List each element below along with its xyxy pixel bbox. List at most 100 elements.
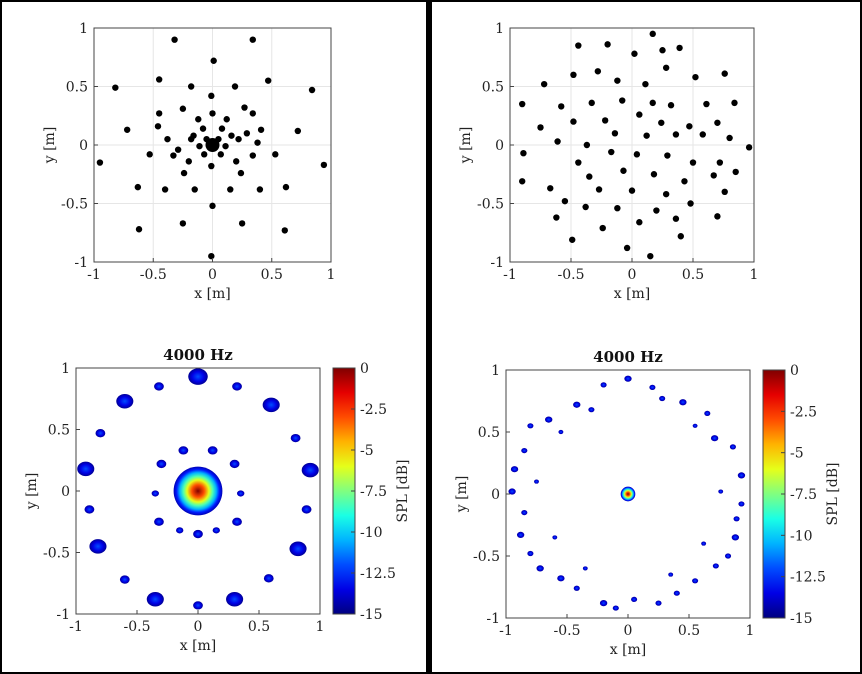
data-point-1-25	[636, 111, 643, 118]
data-point-1-27	[686, 123, 693, 130]
x-axis-label-0: x [m]	[194, 286, 231, 302]
spl-blob-2-2	[154, 382, 164, 391]
data-point-1-21	[731, 99, 738, 107]
spl-blob-3-25	[712, 563, 719, 569]
spl-blob-2-26	[232, 517, 242, 526]
x-tick-label-0-3: 0.5	[261, 267, 283, 283]
data-point-0-40	[233, 158, 240, 165]
data-point-0-0	[205, 138, 220, 152]
y-tick-label-1-3: -0.5	[477, 197, 504, 213]
data-point-1-19	[667, 102, 675, 109]
spl-blob-3-8	[545, 416, 553, 423]
data-point-0-52	[238, 220, 246, 227]
data-point-1-48	[650, 171, 658, 178]
data-point-1-8	[540, 80, 548, 88]
data-point-0-47	[227, 186, 234, 193]
colorbar-label-3: SPL [dB]	[825, 463, 841, 526]
x-tick-label-3-3: 0.5	[678, 623, 700, 639]
right-panel: -1 -0.5 0 0.5 1 1 0.5 0 -0.5 -1 x [m] y [m] -1 -0.5 0 0…	[432, 2, 860, 672]
spl-blob-3-35	[692, 423, 698, 428]
y-tick-label-0-1: 0.5	[66, 80, 88, 96]
y-axis-label-0: y [m]	[42, 127, 58, 165]
data-point-1-11	[662, 64, 670, 71]
x-tick-label-0-1: -0.5	[140, 267, 167, 283]
spl-blob-3-21	[731, 534, 740, 541]
data-point-0-1	[171, 36, 178, 43]
data-point-1-37	[520, 149, 527, 157]
x-tick-label-1-1: -0.5	[558, 267, 585, 283]
data-point-1-3	[631, 50, 638, 57]
data-point-1-36	[745, 144, 753, 151]
data-point-0-16	[223, 116, 230, 123]
spl-blob-2-9	[301, 462, 319, 478]
colorbar-label-2: SPL [dB]	[395, 460, 411, 523]
y-tick-label-1-4: -1	[490, 255, 504, 271]
data-point-0-44	[161, 186, 169, 193]
spl-blob-3-13	[729, 444, 736, 450]
data-point-1-41	[664, 152, 671, 159]
y-tick-label-0-2: 0	[79, 138, 88, 154]
x-tick-label-0-2: 0	[208, 267, 217, 283]
colorbar-tick-label-2-5: -12.5	[360, 566, 396, 582]
y-tick-label-2-4: -1	[56, 607, 70, 623]
data-point-0-23	[196, 142, 203, 150]
data-point-0-12	[241, 104, 248, 111]
colorbar-tick-label-2-6: -15	[360, 607, 383, 623]
data-point-0-13	[179, 105, 187, 112]
data-point-1-59	[582, 203, 589, 211]
data-point-0-17	[199, 125, 207, 132]
data-point-1-17	[619, 97, 626, 104]
spl-blob-3-5	[679, 399, 687, 406]
data-point-0-25	[201, 151, 208, 158]
data-point-1-0	[649, 30, 656, 38]
colorbar-tick-label-3-1: -2.5	[790, 404, 817, 420]
data-point-0-10	[208, 92, 215, 100]
spl-blob-3-18	[521, 510, 528, 516]
y-tick-label-3-1: 0.5	[478, 425, 500, 441]
x-tick-label-1-0: -1	[503, 267, 517, 283]
spl-blob-2-7	[290, 433, 301, 443]
data-point-0-22	[215, 135, 222, 143]
data-point-0-20	[228, 132, 235, 139]
x-tick-label-2-1: -0.5	[124, 619, 151, 635]
spl-blob-3-32	[655, 600, 662, 606]
colorbar-tick-label-3-5: -12.5	[790, 570, 826, 586]
data-point-0-37	[170, 152, 177, 159]
data-point-1-45	[547, 185, 554, 192]
spl-blob-2-13	[289, 541, 307, 557]
data-point-0-54	[281, 227, 288, 234]
data-point-0-18	[218, 125, 226, 132]
colorbar-tick-label-2-3: -7.5	[360, 484, 387, 500]
data-point-0-11	[155, 110, 163, 117]
spl-blob-3-31	[631, 596, 638, 602]
spl-blob-3-20	[516, 531, 525, 539]
data-point-1-56	[687, 200, 694, 207]
spl-blob-2-27	[193, 529, 203, 539]
spl-blob-2-29	[212, 527, 220, 534]
data-point-1-2	[604, 41, 611, 48]
data-point-0-30	[257, 126, 265, 133]
data-point-0-24	[222, 142, 229, 150]
x-tick-label-2-0: -1	[69, 619, 83, 635]
data-point-0-28	[235, 135, 242, 143]
spl-blob-3-1	[624, 375, 632, 382]
spl-blob-3-24	[536, 565, 544, 572]
spl-blob-3-41	[668, 572, 674, 577]
data-point-1-68	[677, 233, 684, 240]
data-point-0-3	[210, 57, 217, 64]
data-point-0-41	[208, 162, 215, 170]
data-point-1-51	[732, 168, 739, 176]
data-point-1-54	[628, 187, 636, 194]
data-point-0-56	[164, 135, 171, 143]
spl-blob-3-23	[724, 553, 732, 559]
x-axis-label-3: x [m]	[610, 642, 647, 658]
data-point-1-63	[714, 213, 721, 220]
data-point-0-49	[282, 183, 290, 191]
spl-blob-3-17	[738, 501, 745, 507]
spl-blob-3-3	[649, 384, 656, 390]
data-point-1-24	[601, 117, 609, 124]
data-point-1-67	[647, 252, 654, 260]
data-point-1-46	[586, 173, 593, 180]
y-tick-label-0-3: -0.5	[61, 197, 88, 213]
data-point-0-26	[217, 151, 224, 158]
